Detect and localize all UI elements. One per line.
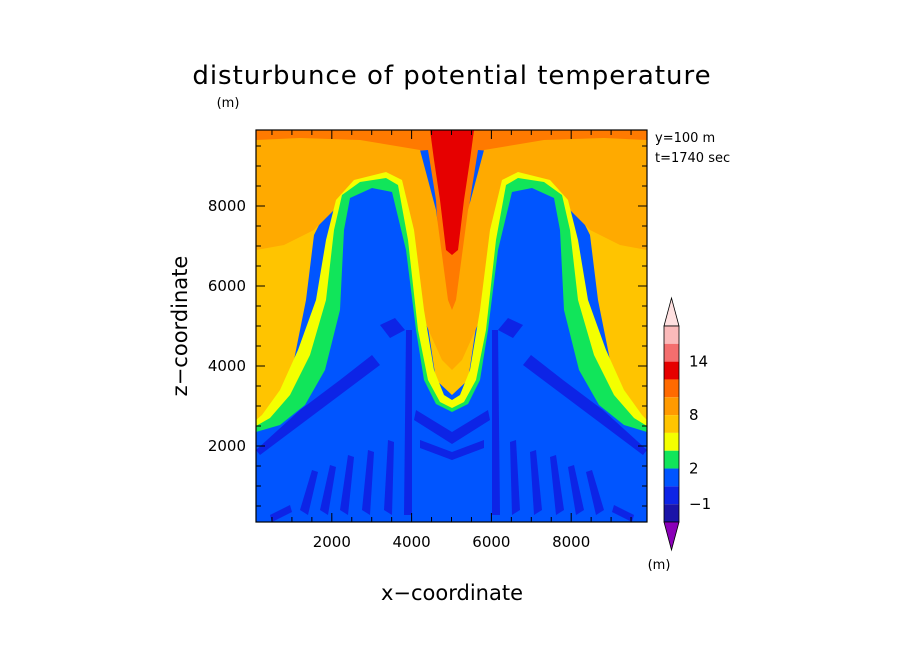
- colorbar-swatch: [664, 343, 679, 362]
- colorbar-arrow-bottom: [663, 521, 680, 552]
- colorbar-swatch: [664, 379, 679, 398]
- colorbar-arrow-top: [663, 296, 680, 327]
- x-tick-label: 6000: [472, 533, 510, 551]
- annotation-y: y=100 m: [655, 131, 715, 146]
- colorbar-swatch: [664, 450, 679, 469]
- axis-ticks: 2000 4000 6000 8000 2000 4000 6000 8000: [208, 130, 647, 551]
- x-tick-label: 4000: [393, 533, 431, 551]
- x-tick-label: 2000: [313, 533, 351, 551]
- field-warm-band: [256, 138, 647, 370]
- colorbar-swatch: [664, 504, 679, 522]
- colorbar-tick-label: 14: [689, 353, 708, 371]
- colorbar-tick-label: 8: [689, 406, 699, 424]
- colorbar-swatch: [664, 397, 679, 416]
- y-tick-label: 6000: [208, 277, 246, 295]
- y-axis-label: z−coordinate: [168, 256, 192, 397]
- colorbar-swatch: [664, 486, 679, 505]
- heatmap-field: [256, 130, 647, 522]
- title-unit: (m): [217, 96, 240, 111]
- colorbar-swatch: [664, 468, 679, 487]
- colorbar: −1 2 8 14: [663, 296, 711, 552]
- chart-title: disturbunce of potential temperature: [192, 61, 711, 91]
- y-tick-label: 4000: [208, 357, 246, 375]
- annotation-t: t=1740 sec: [655, 151, 730, 166]
- y-tick-label: 8000: [208, 197, 246, 215]
- colorbar-unit: (m): [648, 558, 671, 573]
- x-axis-label: x−coordinate: [381, 581, 523, 605]
- field-cool-plume: [256, 188, 647, 522]
- field-cold-streaks: [256, 318, 647, 522]
- field-hot-core: [430, 130, 474, 255]
- y-tick-label: 2000: [208, 437, 246, 455]
- colorbar-swatch: [664, 432, 679, 451]
- colorbar-swatch: [664, 361, 679, 380]
- x-tick-label: 8000: [552, 533, 590, 551]
- colorbar-swatch: [664, 415, 679, 433]
- colorbar-tick-label: 2: [689, 460, 699, 478]
- field-warm-outer: [256, 130, 647, 400]
- colorbar-swatch: [664, 326, 679, 344]
- colorbar-tick-label: −1: [689, 495, 711, 513]
